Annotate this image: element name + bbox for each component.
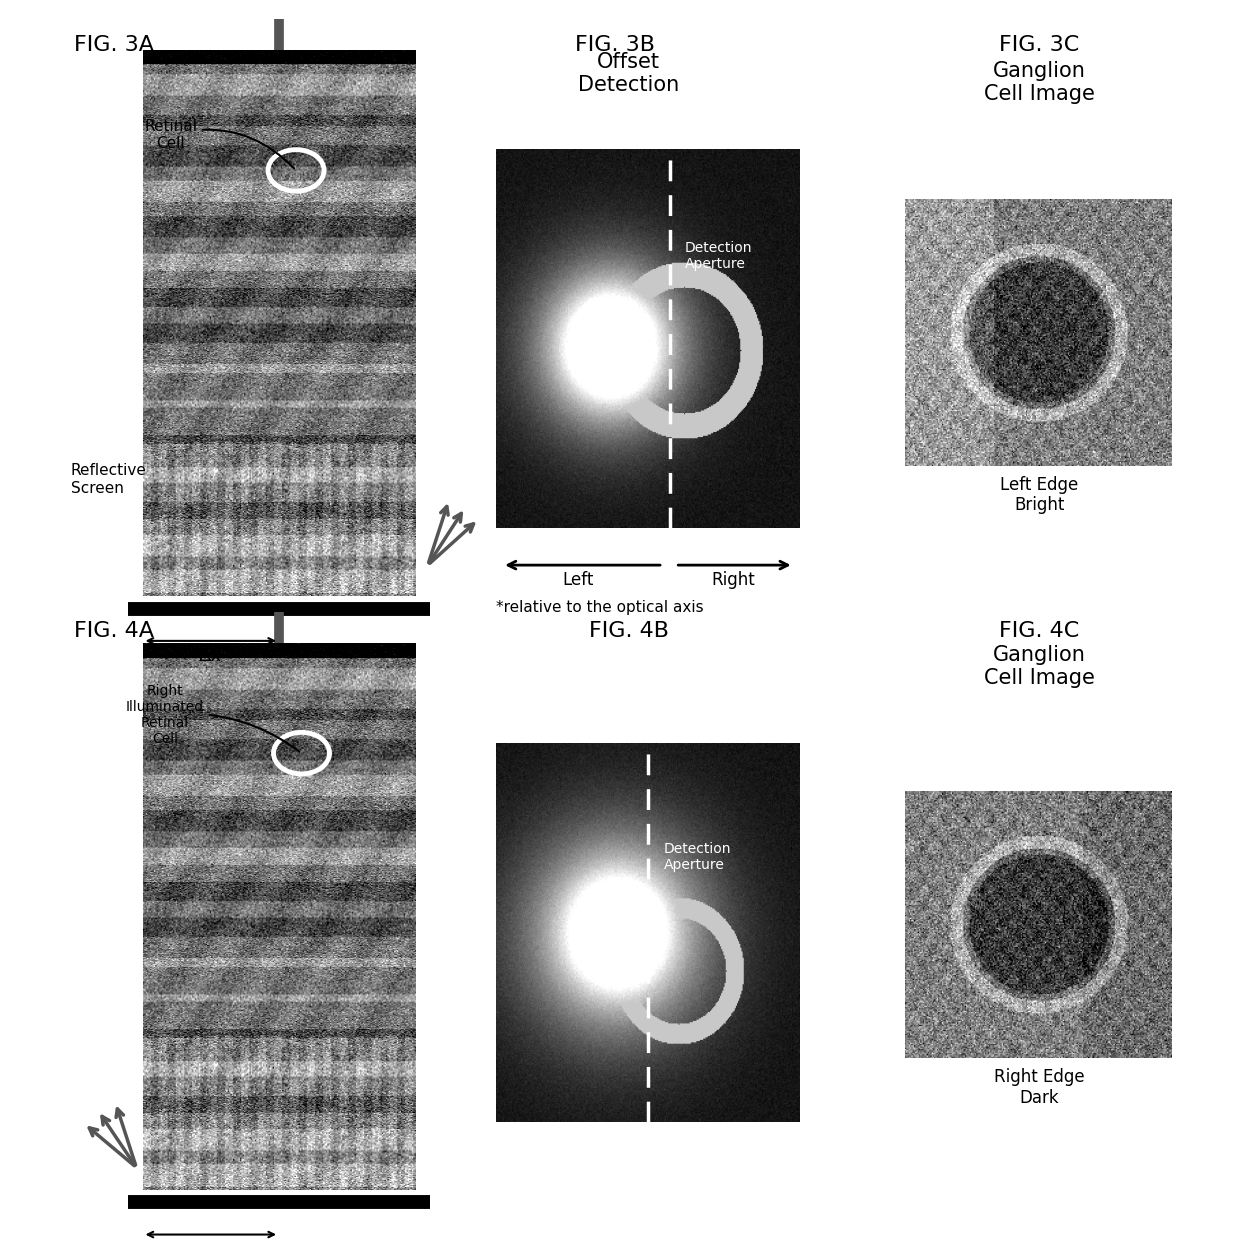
Text: FIG. 3A: FIG. 3A — [74, 35, 155, 55]
Text: Detection
Aperture: Detection Aperture — [663, 842, 732, 872]
Text: Ganglion
Cell Image: Ganglion Cell Image — [983, 645, 1095, 688]
Text: Reflective
Screen: Reflective Screen — [71, 463, 146, 496]
Text: FIG. 3B: FIG. 3B — [575, 35, 656, 55]
Text: Right: Right — [711, 571, 755, 589]
Text: Δx: Δx — [200, 647, 222, 664]
Text: Offset
Detection: Offset Detection — [578, 52, 680, 96]
Text: Right Edge
Dark: Right Edge Dark — [993, 1068, 1085, 1107]
Text: FIG. 4B: FIG. 4B — [589, 621, 668, 641]
Text: Δx: Δx — [200, 1241, 222, 1242]
Text: Left: Left — [562, 571, 594, 589]
Text: FIG. 4A: FIG. 4A — [74, 621, 155, 641]
Text: Ganglion
Cell Image: Ganglion Cell Image — [983, 61, 1095, 104]
Text: Right
Illuminated
Retinal
Cell: Right Illuminated Retinal Cell — [126, 683, 299, 751]
Text: Left Edge
Bright: Left Edge Bright — [999, 476, 1079, 514]
Text: *relative to the optical axis: *relative to the optical axis — [496, 600, 703, 615]
Text: Retinal
Cell: Retinal Cell — [144, 119, 294, 169]
Text: FIG. 4C: FIG. 4C — [999, 621, 1079, 641]
Text: Detection
Aperture: Detection Aperture — [684, 241, 753, 271]
Text: FIG. 3C: FIG. 3C — [999, 35, 1079, 55]
